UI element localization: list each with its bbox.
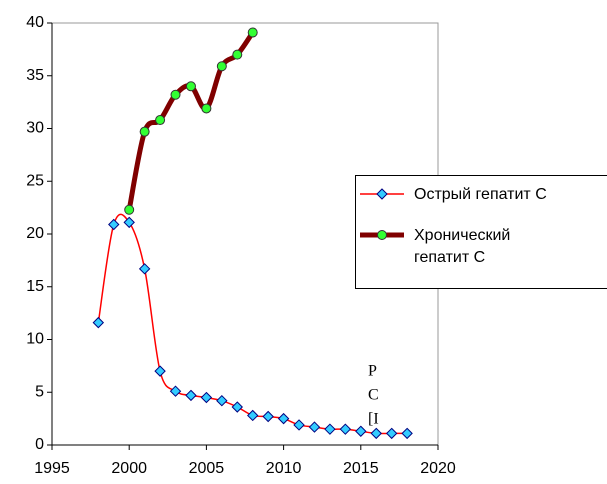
y-tick-label: 0 [35, 436, 44, 453]
y-tick-label: 5 [35, 383, 44, 400]
legend-swatch [360, 188, 404, 200]
y-tick-label: 15 [26, 278, 44, 295]
x-tick-label: 1995 [34, 460, 70, 477]
marker [277, 412, 290, 425]
marker [124, 204, 135, 215]
y-tick-label: 20 [26, 225, 44, 242]
y-tick-label: 40 [26, 14, 44, 31]
marker [308, 421, 321, 433]
x-tick-label: 2005 [189, 460, 225, 477]
marker [185, 81, 196, 92]
marker [92, 316, 105, 329]
marker [262, 410, 274, 423]
marker [155, 115, 166, 126]
marker [185, 389, 197, 402]
y-tick-label: 25 [26, 172, 44, 189]
marker [401, 427, 413, 440]
marker [108, 218, 120, 231]
marker [216, 61, 227, 72]
y-tick-label: 35 [26, 67, 44, 84]
series-line [126, 31, 255, 211]
legend: Острый гепатит С Хронический гепатит С [355, 175, 607, 289]
marker [170, 89, 181, 100]
annotation: [I [368, 411, 379, 428]
marker [370, 427, 382, 440]
marker [154, 365, 166, 377]
marker [200, 391, 213, 404]
legend-marker [376, 188, 388, 200]
legend-marker [377, 230, 387, 240]
marker [247, 27, 258, 38]
x-tick-label: 2015 [343, 460, 379, 477]
marker [385, 427, 398, 440]
legend-label: Хронический гепатит С [414, 227, 511, 266]
annotation: Р [368, 363, 377, 380]
y-tick-label: 10 [26, 331, 44, 348]
legend-swatch [360, 230, 404, 240]
x-tick-label: 2000 [111, 460, 147, 477]
marker [324, 423, 336, 435]
marker [169, 385, 182, 397]
y-tick-label: 30 [26, 120, 44, 137]
marker [231, 401, 243, 413]
x-tick-label: 2010 [266, 460, 302, 477]
legend-entry: Острый гепатит С [356, 184, 547, 206]
marker [201, 103, 212, 114]
marker [123, 216, 135, 229]
annotation: С [368, 387, 379, 404]
x-tick-label: 2020 [420, 460, 456, 477]
marker [339, 423, 352, 435]
marker [247, 409, 259, 422]
marker [355, 425, 367, 437]
marker [232, 49, 243, 60]
marker [293, 419, 305, 431]
marker [138, 263, 151, 275]
legend-entry: Хронический гепатит С [356, 225, 524, 269]
marker [216, 394, 228, 407]
legend-label: Острый гепатит С [414, 186, 547, 203]
marker [139, 126, 150, 137]
